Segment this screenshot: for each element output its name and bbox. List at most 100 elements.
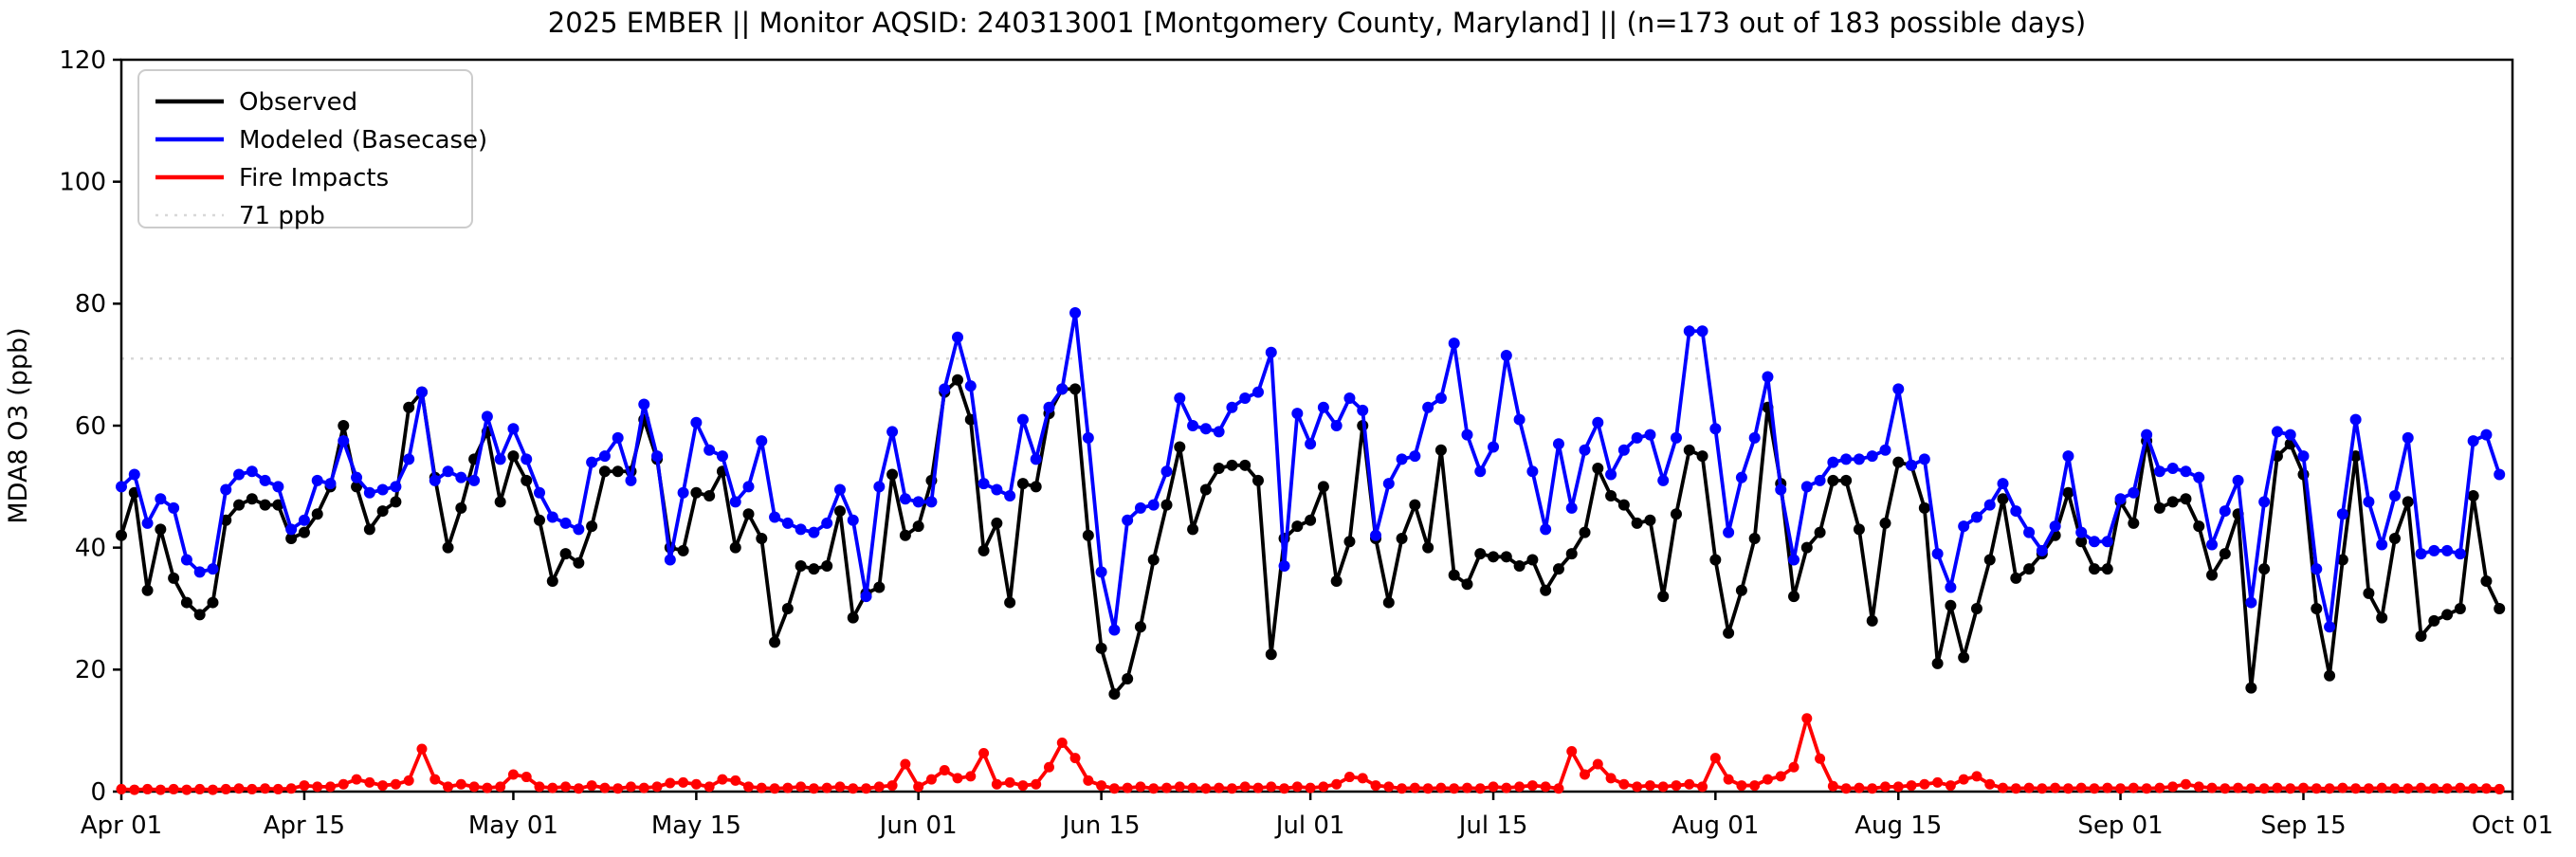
data-point-fire-impacts xyxy=(1252,782,1264,793)
data-point-modeled-basecase xyxy=(311,474,323,486)
data-point-fire-impacts xyxy=(364,776,375,788)
x-tick-label: Aug 15 xyxy=(1854,811,1942,840)
data-point-observed xyxy=(1016,478,1029,490)
data-point-modeled-basecase xyxy=(2311,563,2323,575)
data-point-modeled-basecase xyxy=(1434,392,1447,405)
data-point-modeled-basecase xyxy=(1056,383,1069,395)
data-point-observed xyxy=(1814,526,1826,538)
data-point-fire-impacts xyxy=(1605,773,1617,784)
data-point-observed xyxy=(2180,493,2192,505)
data-point-modeled-basecase xyxy=(1382,478,1395,490)
y-tick-label: 100 xyxy=(59,169,106,197)
data-point-fire-impacts xyxy=(1488,781,1499,793)
data-point-modeled-basecase xyxy=(2088,536,2100,548)
data-point-observed xyxy=(1592,463,1604,475)
data-point-observed xyxy=(1945,599,1957,611)
data-point-fire-impacts xyxy=(808,783,819,794)
data-point-modeled-basecase xyxy=(2441,544,2454,556)
data-point-fire-impacts xyxy=(1919,778,1930,790)
data-point-fire-impacts xyxy=(1644,780,1655,792)
data-point-modeled-basecase xyxy=(664,554,676,566)
x-tick-label: Jul 01 xyxy=(1274,811,1345,840)
data-point-fire-impacts xyxy=(756,782,767,793)
data-point-fire-impacts xyxy=(638,782,649,793)
data-point-fire-impacts xyxy=(2193,781,2204,793)
data-point-modeled-basecase xyxy=(141,517,154,529)
data-point-modeled-basecase xyxy=(1122,514,1134,526)
data-point-fire-impacts xyxy=(939,764,950,775)
data-point-modeled-basecase xyxy=(821,517,833,529)
data-point-fire-impacts xyxy=(1187,782,1198,793)
data-point-observed xyxy=(886,468,899,481)
data-point-observed xyxy=(612,465,624,478)
data-point-modeled-basecase xyxy=(1879,444,1891,456)
data-point-observed xyxy=(2206,569,2219,581)
data-point-fire-impacts xyxy=(1749,780,1761,792)
data-point-modeled-basecase xyxy=(1918,453,1930,465)
data-point-observed xyxy=(2088,563,2100,575)
data-point-fire-impacts xyxy=(429,774,441,785)
data-point-modeled-basecase xyxy=(298,514,310,526)
data-point-fire-impacts xyxy=(1958,774,1969,785)
data-point-modeled-basecase xyxy=(2206,538,2219,551)
data-point-observed xyxy=(351,481,363,493)
data-point-observed xyxy=(729,541,741,554)
data-point-modeled-basecase xyxy=(168,501,180,514)
data-point-modeled-basecase xyxy=(1500,350,1512,362)
data-point-fire-impacts xyxy=(272,783,283,794)
y-tick-label: 120 xyxy=(59,46,106,75)
data-point-observed xyxy=(1174,441,1186,453)
data-point-modeled-basecase xyxy=(1004,489,1016,501)
data-point-observed xyxy=(2166,496,2179,508)
data-point-modeled-basecase xyxy=(2494,468,2506,481)
data-point-fire-impacts xyxy=(782,782,794,793)
data-point-observed xyxy=(2454,603,2466,614)
axes-group: 0 20 40 60 80 100 120 Apr 01 Apr 15 May 01 May 15 J… xyxy=(59,46,2553,840)
data-point-observed xyxy=(742,508,755,520)
data-point-modeled-basecase xyxy=(808,526,820,538)
data-point-observed xyxy=(1422,541,1434,554)
data-point-observed xyxy=(899,529,911,541)
data-point-modeled-basecase xyxy=(272,481,284,493)
data-point-fire-impacts xyxy=(1723,774,1734,785)
data-point-fire-impacts xyxy=(1318,781,1329,793)
data-point-observed xyxy=(1748,533,1761,545)
data-point-modeled-basecase xyxy=(1906,459,1918,471)
data-point-fire-impacts xyxy=(2441,783,2453,794)
data-point-modeled-basecase xyxy=(1958,520,1970,533)
data-point-modeled-basecase xyxy=(573,523,585,536)
data-point-modeled-basecase xyxy=(455,471,467,483)
data-point-modeled-basecase xyxy=(1853,453,1865,465)
data-point-modeled-basecase xyxy=(1670,431,1682,444)
data-point-modeled-basecase xyxy=(2336,508,2348,520)
y-axis-label: MDA8 O3 (ppb) xyxy=(4,327,33,523)
data-point-fire-impacts xyxy=(2494,783,2505,794)
data-point-fire-impacts xyxy=(678,776,689,788)
chart-title: 2025 EMBER || Monitor AQSID: 240313001 [… xyxy=(548,7,2087,39)
data-point-fire-impacts xyxy=(2272,782,2283,793)
data-point-modeled-basecase xyxy=(2271,426,2283,438)
data-point-modeled-basecase xyxy=(1945,581,1957,593)
data-point-observed xyxy=(1030,481,1042,493)
data-point-observed xyxy=(1723,627,1735,639)
data-point-modeled-basecase xyxy=(1605,468,1617,481)
data-point-fire-impacts xyxy=(665,777,676,789)
x-tick-label: Apr 15 xyxy=(264,811,345,840)
data-point-observed xyxy=(2494,603,2506,614)
data-point-observed xyxy=(1082,529,1094,541)
data-point-fire-impacts xyxy=(351,774,362,785)
data-point-modeled-basecase xyxy=(1488,441,1500,453)
data-point-observed xyxy=(2010,572,2022,584)
data-point-fire-impacts xyxy=(1684,778,1695,790)
data-point-observed xyxy=(1160,499,1173,511)
data-point-modeled-basecase xyxy=(1278,559,1290,572)
data-point-fire-impacts xyxy=(1449,783,1460,794)
data-point-modeled-basecase xyxy=(690,416,703,428)
data-point-modeled-basecase xyxy=(233,468,246,481)
data-point-observed xyxy=(1239,459,1251,471)
data-point-modeled-basecase xyxy=(2153,465,2165,478)
data-point-observed xyxy=(1565,548,1578,560)
data-point-observed xyxy=(690,486,703,499)
series-modeled-basecase xyxy=(116,306,2506,636)
